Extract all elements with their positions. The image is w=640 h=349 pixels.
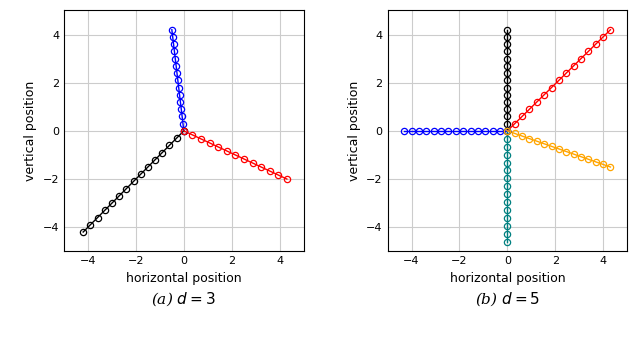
- Y-axis label: vertical position: vertical position: [24, 81, 37, 181]
- Y-axis label: vertical position: vertical position: [348, 81, 360, 181]
- X-axis label: horizontal position: horizontal position: [449, 272, 565, 285]
- Text: (b) $d = 5$: (b) $d = 5$: [475, 290, 540, 308]
- X-axis label: horizontal position: horizontal position: [126, 272, 242, 285]
- Text: (a) $d = 3$: (a) $d = 3$: [152, 290, 216, 308]
